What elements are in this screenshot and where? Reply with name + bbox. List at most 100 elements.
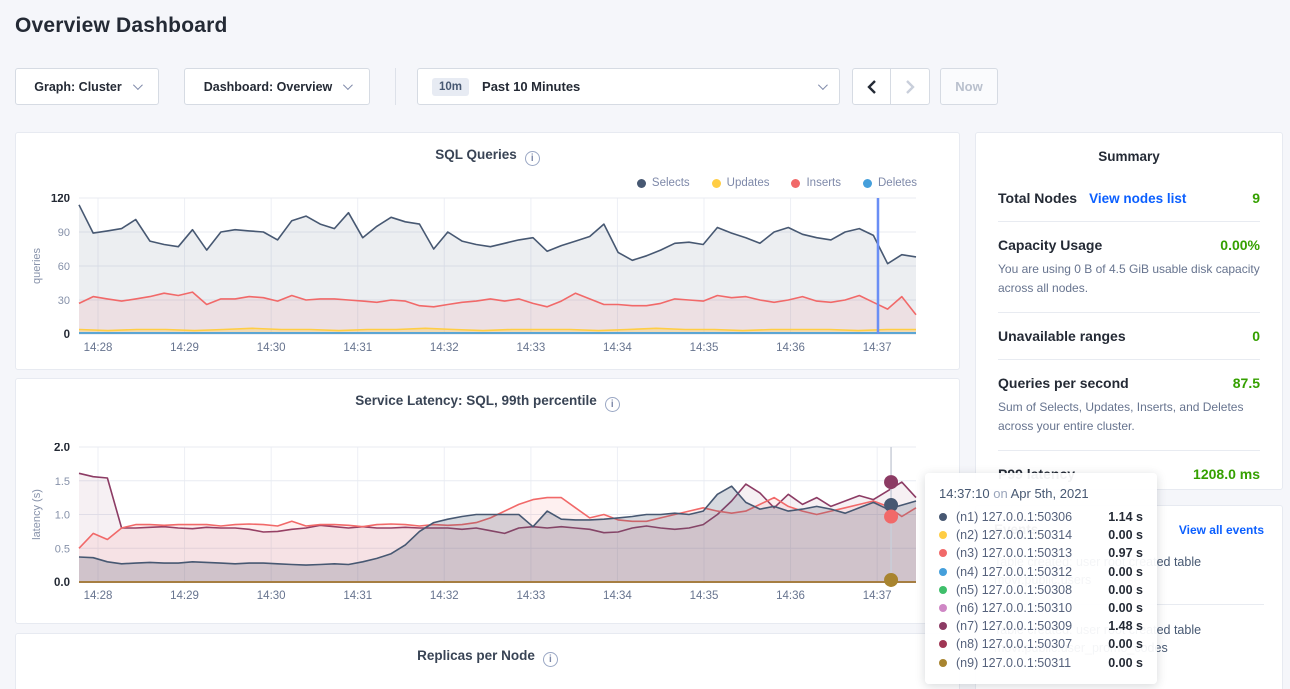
svg-text:14:37: 14:37 [863, 590, 892, 602]
unavailable-ranges-value: 0 [1252, 328, 1260, 345]
svg-text:14:31: 14:31 [343, 590, 372, 602]
svg-text:2.0: 2.0 [54, 443, 70, 454]
replicas-card: Replicas per Node i [15, 633, 960, 689]
chevron-right-icon [906, 79, 915, 94]
legend-dot-icon [863, 178, 872, 188]
capacity-description: You are using 0 B of 4.5 GiB usable disk… [998, 262, 1260, 295]
series-dot-icon [939, 604, 947, 613]
sql-queries-chart[interactable]: 14:28 14:29 14:30 14:31 14:32 14:33 14:34 14:35… [16, 193, 961, 360]
tooltip-row: (n8) 127.0.0.1:50307 0.00 s [939, 635, 1143, 653]
capacity-value: 0.00% [1220, 237, 1260, 253]
tooltip-row: (n9) 127.0.0.1:50311 0.00 s [939, 654, 1143, 672]
replicas-title: Replicas per Node [417, 648, 535, 663]
tooltip-rows: (n1) 127.0.0.1:50306 1.14 s (n2) 127.0.0.1… [939, 508, 1143, 672]
sql-queries-card: SQL Queries i Selects Updates Inserts Delete… [15, 132, 960, 370]
summary-heading: Summary [1098, 149, 1160, 164]
info-icon[interactable]: i [524, 151, 540, 166]
legend-item[interactable]: Deletes [863, 177, 917, 189]
node-address: (n7) 127.0.0.1:50309 [956, 619, 1073, 634]
service-latency-card: Service Latency: SQL, 99th percentile i 1… [15, 378, 960, 624]
svg-text:14:34: 14:34 [603, 342, 632, 354]
latency-value: 0.00 s [1108, 655, 1143, 670]
node-address: (n2) 127.0.0.1:50314 [956, 528, 1073, 543]
series-dot-icon [939, 585, 947, 594]
latency-value: 0.97 s [1108, 546, 1143, 561]
chevron-down-icon [343, 80, 354, 91]
p99-latency-value: 1208.0 ms [1193, 466, 1260, 483]
toolbar-divider [395, 68, 396, 105]
dashboard-dropdown-label: Dashboard: Overview [203, 79, 333, 94]
total-nodes-label: Total Nodes [998, 190, 1078, 206]
node-address: (n5) 127.0.0.1:50308 [956, 582, 1073, 597]
svg-text:14:34: 14:34 [603, 590, 632, 602]
info-icon[interactable]: i [604, 397, 620, 412]
svg-text:14:37: 14:37 [863, 342, 892, 354]
svg-text:latency (s): latency (s) [31, 489, 43, 540]
svg-text:14:31: 14:31 [343, 342, 372, 354]
service-latency-chart[interactable]: 14:28 14:29 14:30 14:31 14:32 14:33 14:34 14:35… [16, 442, 961, 608]
svg-text:queries: queries [31, 247, 43, 284]
svg-text:14:30: 14:30 [257, 342, 286, 354]
svg-text:0: 0 [64, 329, 70, 341]
total-nodes-value: 9 [1252, 190, 1260, 206]
tooltip-row: (n1) 127.0.0.1:50306 1.14 s [939, 508, 1143, 526]
page-title: Overview Dashboard [15, 14, 228, 37]
time-step-buttons [852, 68, 930, 105]
svg-text:14:29: 14:29 [170, 590, 199, 602]
legend-item[interactable]: Inserts [791, 177, 841, 189]
svg-text:14:36: 14:36 [776, 342, 805, 354]
service-latency-title: Service Latency: SQL, 99th percentile [355, 393, 597, 408]
svg-text:1.5: 1.5 [55, 476, 70, 488]
series-dot-icon [939, 513, 947, 522]
svg-text:0.5: 0.5 [55, 543, 70, 555]
tooltip-timestamp: 14:37:10 on Apr 5th, 2021 [939, 486, 1089, 501]
node-address: (n9) 127.0.0.1:50311 [956, 655, 1072, 670]
summary-unavailable-row: Unavailable ranges 0 [998, 328, 1260, 344]
series-dot-icon [939, 531, 947, 540]
svg-text:14:29: 14:29 [170, 342, 199, 354]
graph-dropdown[interactable]: Graph: Cluster [15, 68, 159, 105]
time-range-label: Past 10 Minutes [482, 79, 581, 94]
legend-item[interactable]: Updates [711, 177, 769, 189]
tooltip-row: (n5) 127.0.0.1:50308 0.00 s [939, 581, 1143, 599]
view-all-events-link[interactable]: View all events [1178, 523, 1264, 537]
svg-text:0.0: 0.0 [54, 577, 70, 589]
summary-panel: Summary Total Nodes View nodes list 9 Ca… [975, 132, 1283, 490]
legend-item[interactable]: Selects [636, 177, 690, 189]
svg-text:14:32: 14:32 [430, 590, 459, 602]
series-dot-icon [939, 658, 947, 667]
svg-text:14:36: 14:36 [776, 590, 805, 602]
svg-text:14:32: 14:32 [430, 342, 459, 354]
svg-text:14:35: 14:35 [690, 342, 719, 354]
tooltip-row: (n7) 127.0.0.1:50309 1.48 s [939, 617, 1143, 635]
time-back-button[interactable] [853, 69, 891, 104]
time-range-badge: 10m [432, 77, 470, 96]
svg-text:14:35: 14:35 [690, 590, 719, 602]
chevron-down-icon [132, 80, 143, 91]
tooltip-row: (n3) 127.0.0.1:50313 0.97 s [939, 544, 1143, 562]
chart-tooltip: 14:37:10 on Apr 5th, 2021 (n1) 127.0.0.1… [925, 473, 1157, 684]
view-nodes-link[interactable]: View nodes list [1089, 191, 1187, 206]
info-icon[interactable]: i [542, 652, 558, 667]
dashboard-dropdown[interactable]: Dashboard: Overview [184, 68, 370, 105]
tooltip-row: (n2) 127.0.0.1:50314 0.00 s [939, 526, 1143, 544]
latency-value: 0.00 s [1108, 582, 1143, 597]
time-forward-button[interactable] [891, 69, 929, 104]
chevron-left-icon [866, 79, 876, 94]
svg-text:1.0: 1.0 [55, 510, 70, 522]
time-range-dropdown[interactable]: 10m Past 10 Minutes [417, 68, 840, 105]
svg-text:14:28: 14:28 [84, 590, 113, 602]
now-button[interactable]: Now [940, 68, 998, 105]
svg-text:14:30: 14:30 [257, 590, 286, 602]
node-address: (n8) 127.0.0.1:50307 [956, 637, 1073, 652]
legend-dot-icon [711, 178, 721, 188]
svg-text:30: 30 [58, 295, 70, 307]
qps-description: Sum of Selects, Updates, Inserts, and De… [998, 400, 1244, 433]
chart-legend[interactable]: Selects Updates Inserts Deletes [636, 177, 917, 189]
graph-dropdown-label: Graph: Cluster [34, 79, 122, 94]
tooltip-row: (n4) 127.0.0.1:50312 0.00 s [939, 563, 1143, 581]
capacity-label: Capacity Usage [998, 237, 1103, 253]
divider [998, 221, 1260, 222]
node-address: (n1) 127.0.0.1:50306 [956, 510, 1073, 525]
legend-dot-icon [636, 178, 646, 188]
